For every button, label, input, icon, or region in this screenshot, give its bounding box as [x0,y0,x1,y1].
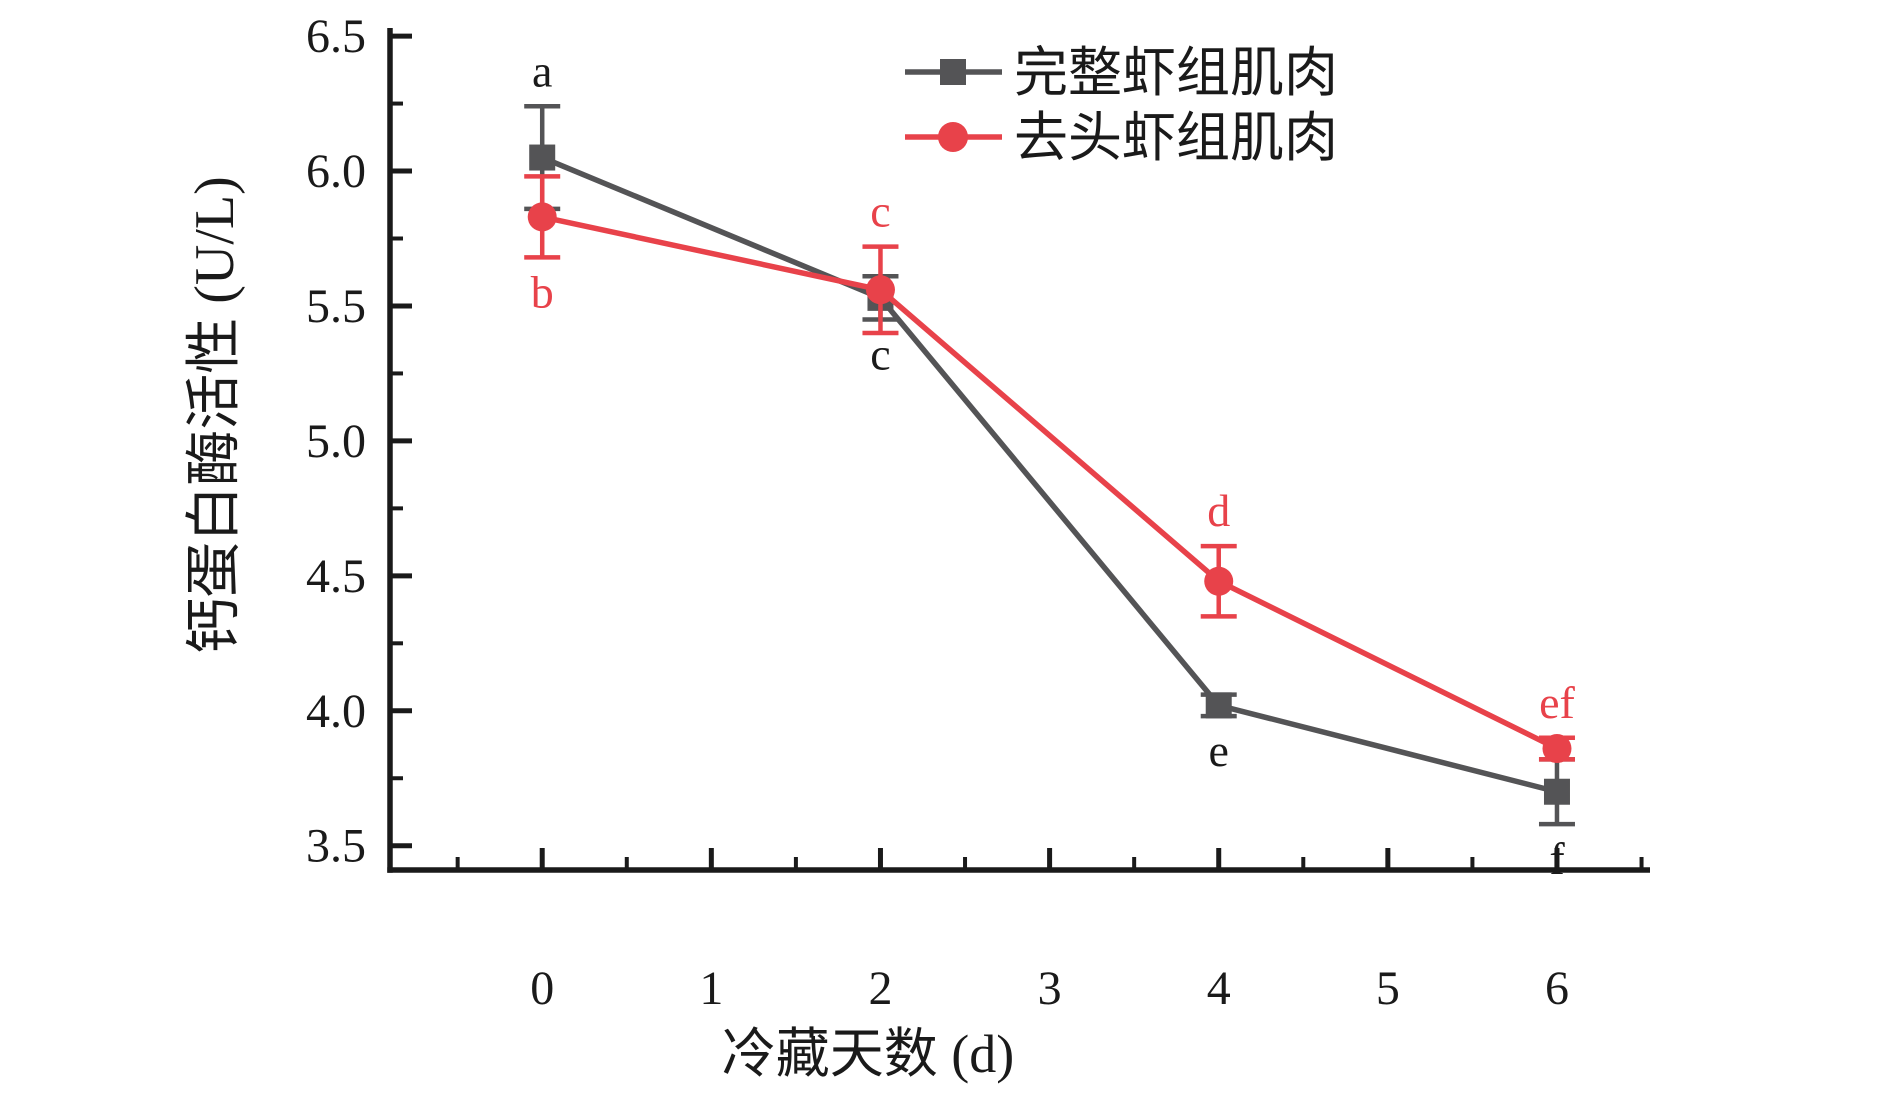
legend-marker-circle [938,122,968,152]
x-axis-title: 冷藏天数 (d) [722,1024,1014,1084]
data-point-marker-square [529,144,556,171]
y-tick-label: 6.0 [306,145,366,198]
x-tick-label: 1 [699,962,723,1015]
legend-item: 去头虾组肌肉 [905,108,1338,168]
y-tick-label: 3.5 [306,820,366,873]
legend-label: 完整虾组肌肉 [1014,43,1338,103]
x-tick-label: 4 [1207,962,1231,1015]
x-tick-label: 5 [1376,962,1400,1015]
point-significance-label: b [531,266,554,317]
legend-marker-square [940,59,966,85]
y-axis-title: 钙蛋白酶活性 (U/L) [184,176,246,654]
x-tick-label: 6 [1545,962,1569,1015]
y-tick-label: 5.0 [306,415,366,468]
point-significance-label: f [1549,833,1565,884]
data-point-marker-square [1543,778,1570,805]
point-significance-label: c [870,328,890,379]
y-tick-label: 4.0 [306,685,366,738]
point-significance-label: c [870,186,890,237]
series-line [541,214,1559,752]
legend-label: 去头虾组肌肉 [1014,108,1338,168]
data-point-marker-circle [1542,734,1572,764]
data-point-marker-circle [1204,566,1234,596]
point-significance-label: ef [1539,677,1575,728]
point-significance-label: d [1207,485,1230,536]
point-significance-label: e [1209,725,1229,776]
y-tick-label: 6.5 [306,10,366,63]
y-tick-label: 5.5 [306,280,366,333]
axes: 3.5 4.0 4.5 5.0 5.5 6.0 6.5 0 1 2 3 4 5 6 [306,10,1650,1015]
point-significance-label: a [532,45,552,96]
y-tick-label: 4.5 [306,550,366,603]
series-deheaded-shrimp: b c d ef [524,174,1576,764]
x-tick-label: 3 [1038,962,1062,1015]
series-line [541,154,1558,795]
data-point-marker-circle [527,202,557,232]
x-tick-label: 0 [530,962,554,1015]
legend-item: 完整虾组肌肉 [905,43,1338,103]
data-point-marker-square [1205,692,1232,719]
x-tick-label: 2 [868,962,892,1015]
data-point-marker-circle [865,275,895,305]
